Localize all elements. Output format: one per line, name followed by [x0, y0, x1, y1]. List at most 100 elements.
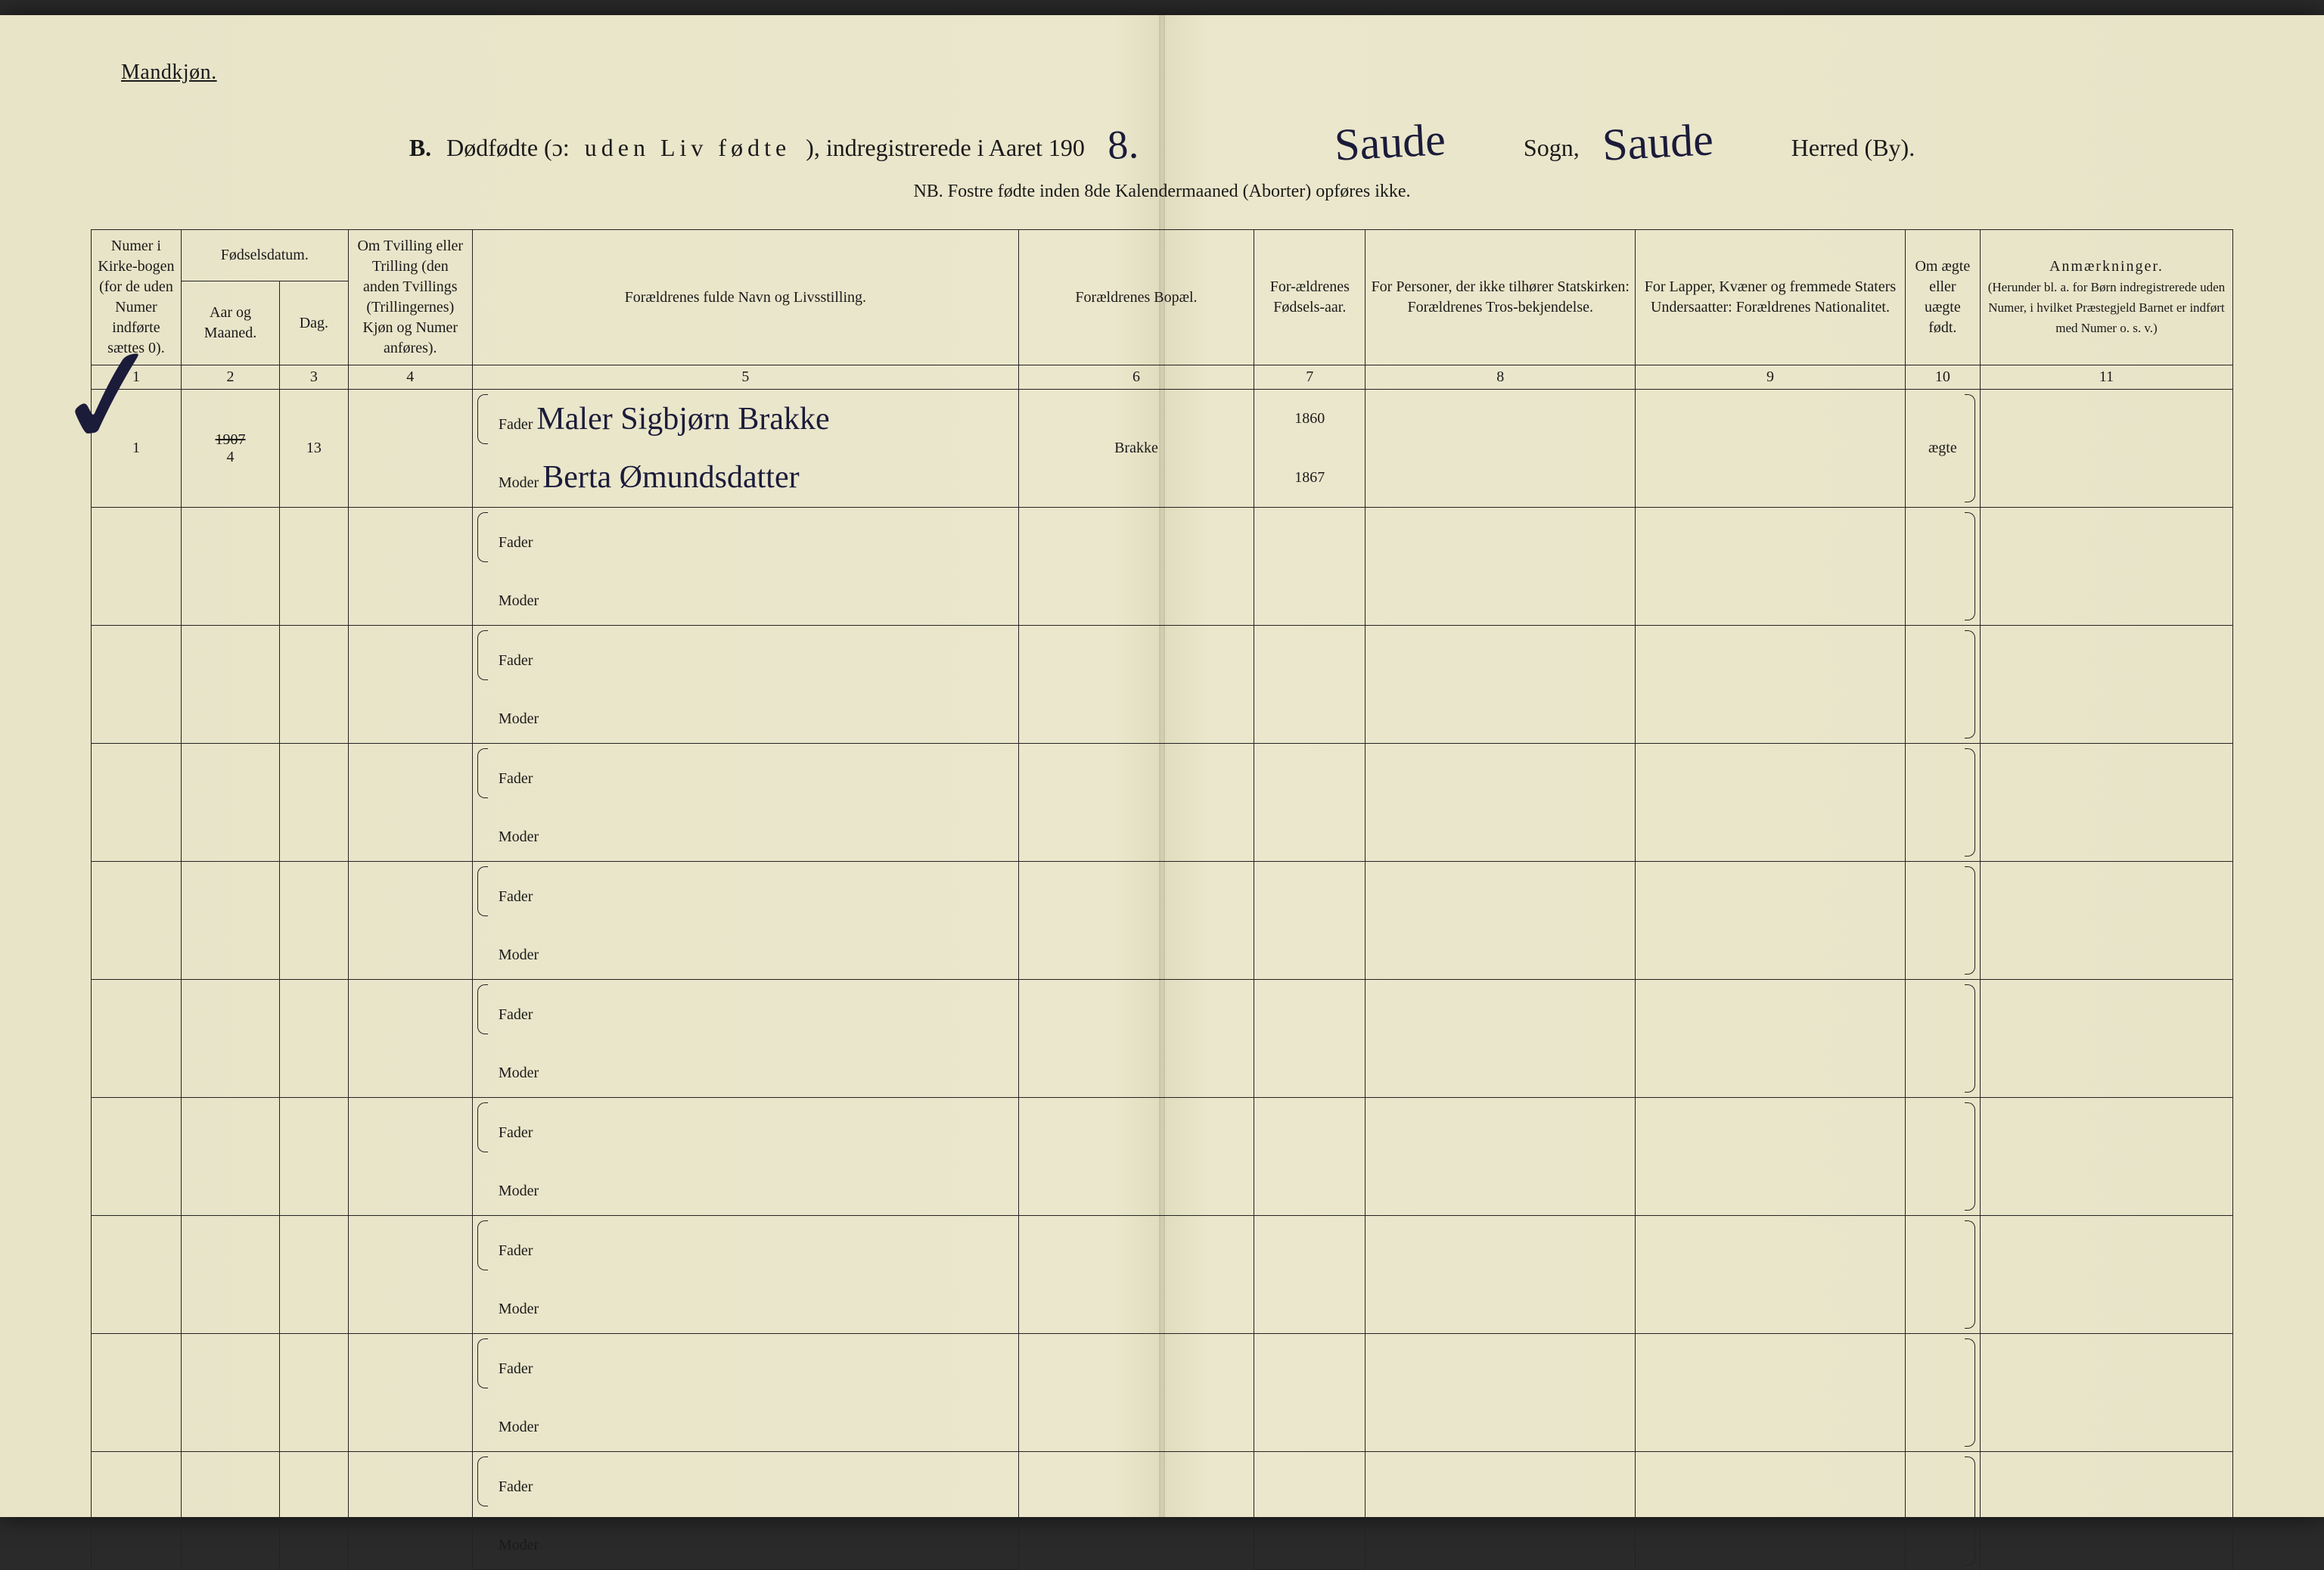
mother-birth-year: [1254, 1393, 1366, 1452]
day: [280, 744, 349, 862]
legitimacy: [1905, 862, 1980, 980]
twin-info: [348, 1452, 472, 1570]
mother-birth-year: [1254, 1039, 1366, 1098]
year-month: [181, 744, 279, 862]
year-month: 19074: [181, 390, 279, 508]
col-11-header: Anmærkninger. (Herunder bl. a. for Børn …: [1980, 230, 2232, 365]
day: 13: [280, 390, 349, 508]
residence: [1018, 744, 1254, 862]
moder-label: Moder: [480, 592, 539, 609]
column-number: 10: [1905, 365, 1980, 390]
nationality: [1636, 390, 1906, 508]
religion: [1366, 626, 1636, 744]
father-birth-year: [1254, 744, 1366, 803]
moder-label: Moder: [480, 829, 539, 845]
father-name-cell: Fader: [472, 1216, 1018, 1275]
col-11-title: Anmærkninger.: [2049, 258, 2164, 275]
table-row: Fader: [92, 980, 2233, 1039]
religion: [1366, 1216, 1636, 1334]
remarks: [1980, 744, 2232, 862]
mother-name-cell: Moder Berta Ømundsdatter: [472, 449, 1018, 508]
entry-number: [92, 862, 182, 980]
mother-birth-year: [1254, 1275, 1366, 1334]
col-10-header: Om ægte eller uægte født.: [1905, 230, 1980, 365]
mother-name-cell: Moder: [472, 567, 1018, 626]
moder-label: Moder: [480, 1301, 539, 1317]
year-month: [181, 980, 279, 1098]
col-8-header: For Personer, der ikke tilhører Statskir…: [1366, 230, 1636, 365]
twin-info: [348, 508, 472, 626]
father-name-cell: Fader: [472, 1098, 1018, 1157]
legitimacy: [1905, 744, 1980, 862]
column-number: 8: [1366, 365, 1636, 390]
nationality: [1636, 508, 1906, 626]
fader-label: Fader: [480, 652, 533, 669]
title-spaced: uden Liv fødte: [585, 134, 791, 162]
mother-birth-year: [1254, 685, 1366, 744]
father-name-cell: Fader: [472, 1334, 1018, 1393]
day: [280, 626, 349, 744]
mother-name-cell: Moder: [472, 921, 1018, 980]
mother-birth-year: [1254, 803, 1366, 862]
twin-info: [348, 1216, 472, 1334]
col-11-sub: (Herunder bl. a. for Børn indregistrered…: [1988, 280, 2225, 335]
legitimacy: [1905, 1098, 1980, 1216]
nationality: [1636, 1098, 1906, 1216]
entry-number: [92, 1216, 182, 1334]
col-6-header: Forældrenes Bopæl.: [1018, 230, 1254, 365]
register-page: ✓ Mandkjøn. B. Dødfødte (ɔ: uden Liv fød…: [0, 15, 2324, 1517]
title-main: Dødfødte (ɔ:: [446, 134, 570, 162]
nationality: [1636, 744, 1906, 862]
father-birth-year: [1254, 980, 1366, 1039]
moder-label: Moder: [480, 474, 542, 491]
father-name-cell: Fader: [472, 862, 1018, 921]
remarks: [1980, 980, 2232, 1098]
residence: [1018, 1216, 1254, 1334]
twin-info: [348, 1098, 472, 1216]
nationality: [1636, 626, 1906, 744]
fader-label: Fader: [480, 534, 533, 551]
fader-label: Fader: [480, 1242, 533, 1259]
father-birth-year: [1254, 626, 1366, 685]
nationality: [1636, 862, 1906, 980]
residence: [1018, 1098, 1254, 1216]
entry-number: [92, 508, 182, 626]
mother-birth-year: [1254, 1157, 1366, 1216]
remarks: [1980, 1452, 2232, 1570]
father-name-cell: Fader: [472, 508, 1018, 567]
gender-heading: Mandkjøn.: [121, 61, 2233, 85]
sogn-label: Sogn,: [1524, 134, 1580, 162]
title-row: B. Dødfødte (ɔ: uden Liv fødte ), indreg…: [91, 115, 2233, 168]
residence: [1018, 626, 1254, 744]
table-row: Fader: [92, 862, 2233, 921]
herred-label: Herred (By).: [1791, 134, 1915, 162]
twin-info: [348, 744, 472, 862]
mother-name-cell: Moder: [472, 1157, 1018, 1216]
mother-name-cell: Moder: [472, 803, 1018, 862]
title-tail: ), indregistrerede i Aaret 190: [806, 134, 1085, 162]
year-month: [181, 1334, 279, 1452]
entry-number: [92, 1334, 182, 1452]
day: [280, 508, 349, 626]
legitimacy: [1905, 980, 1980, 1098]
entry-number: [92, 980, 182, 1098]
moder-label: Moder: [480, 710, 539, 727]
residence: [1018, 508, 1254, 626]
father-name-cell: Fader Maler Sigbjørn Brakke: [472, 390, 1018, 449]
mother-name-cell: Moder: [472, 685, 1018, 744]
year-month: [181, 1216, 279, 1334]
residence: [1018, 1452, 1254, 1570]
mother-name-cell: Moder: [472, 1275, 1018, 1334]
father-birth-year: [1254, 1098, 1366, 1157]
entry-number: 1: [92, 390, 182, 508]
moder-label: Moder: [480, 1183, 539, 1199]
residence: [1018, 862, 1254, 980]
remarks: [1980, 626, 2232, 744]
year-month: [181, 508, 279, 626]
table-row: 11907413Fader Maler Sigbjørn BrakkeBrakk…: [92, 390, 2233, 449]
remarks: [1980, 508, 2232, 626]
father-name: Maler Sigbjørn Brakke: [536, 402, 829, 437]
legitimacy: ægte: [1905, 390, 1980, 508]
legitimacy: [1905, 626, 1980, 744]
column-number: 6: [1018, 365, 1254, 390]
